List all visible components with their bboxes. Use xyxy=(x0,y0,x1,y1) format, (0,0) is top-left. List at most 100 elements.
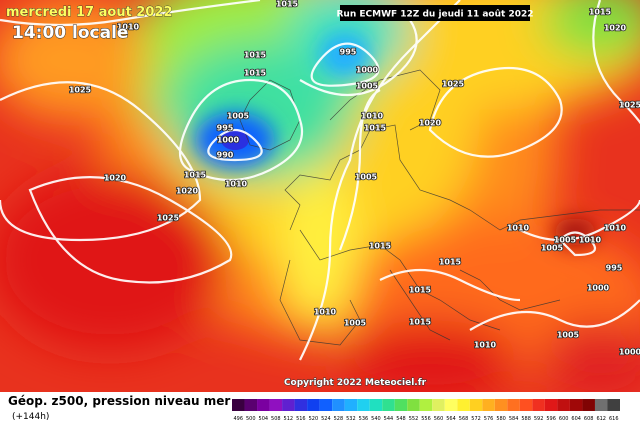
isobar-label: 1005 xyxy=(541,244,564,253)
color-label: 584 xyxy=(509,416,519,422)
color-swatch xyxy=(307,399,320,411)
isobar-label: 1010 xyxy=(117,23,140,32)
color-swatch xyxy=(294,399,308,411)
color-label: 528 xyxy=(334,416,344,422)
color-label: 596 xyxy=(546,416,556,422)
color-swatch xyxy=(369,399,383,411)
isobar-label: 1015 xyxy=(244,69,267,78)
isobar-label: 1020 xyxy=(419,119,442,128)
isobar-label: 1015 xyxy=(369,242,392,251)
isobar-label: 1015 xyxy=(244,51,267,60)
color-label: 556 xyxy=(421,416,431,422)
color-label: 616 xyxy=(609,416,619,422)
isobar-label: 1015 xyxy=(276,0,299,9)
color-label: 608 xyxy=(584,416,594,422)
color-swatch xyxy=(357,399,370,411)
isobar-label: 1005 xyxy=(344,319,367,328)
isobar-label: 1000 xyxy=(356,66,379,75)
date: mercredi 17 aout 2022 xyxy=(6,5,173,20)
isobar-label: 1025 xyxy=(157,214,180,223)
footer-title: Géop. z500, pression niveau mer xyxy=(8,394,230,408)
isobar-label: 1015 xyxy=(409,286,432,295)
color-label: 520 xyxy=(309,416,319,422)
color-swatch xyxy=(519,399,533,411)
color-swatch xyxy=(494,399,508,411)
color-label: 572 xyxy=(471,416,481,422)
color-swatch xyxy=(569,399,583,411)
isobar-label: 1015 xyxy=(439,258,462,267)
color-label: 544 xyxy=(384,416,394,422)
isobar-label: 1005 xyxy=(554,236,577,245)
color-swatch xyxy=(407,399,420,411)
isobar-label: 1010 xyxy=(579,236,602,245)
color-label: 508 xyxy=(271,416,281,422)
color-swatch xyxy=(419,399,433,411)
color-swatch xyxy=(507,399,520,411)
isobar-label: 1015 xyxy=(364,124,387,133)
color-label: 560 xyxy=(434,416,444,422)
isobar-label: 995 xyxy=(340,48,357,57)
isobar-label: 1000 xyxy=(217,136,240,145)
color-swatch xyxy=(232,399,245,411)
color-label: 524 xyxy=(321,416,331,422)
color-label: 516 xyxy=(296,416,306,422)
isobar-label: 1020 xyxy=(176,187,199,196)
isobar-label: 1025 xyxy=(69,86,92,95)
color-label: 564 xyxy=(446,416,456,422)
color-label: 548 xyxy=(396,416,406,422)
color-label: 496 xyxy=(233,416,243,422)
color-swatch xyxy=(582,399,595,411)
color-swatch xyxy=(482,399,495,411)
color-swatch xyxy=(544,399,558,411)
isobar-label: 1010 xyxy=(314,308,337,317)
footer-lead: (+144h) xyxy=(12,412,49,422)
run-box xyxy=(340,5,530,21)
isobar-label: 1010 xyxy=(604,224,627,233)
isobar-label: 1005 xyxy=(355,173,378,182)
copyright: Copyright 2022 Meteociel.fr xyxy=(284,378,427,388)
color-swatch xyxy=(257,399,270,411)
color-label: 540 xyxy=(371,416,381,422)
isobar-label: 1000 xyxy=(619,348,640,357)
color-label: 588 xyxy=(521,416,531,422)
color-swatch xyxy=(457,399,470,411)
isobar-label: 1020 xyxy=(104,174,127,183)
color-label: 580 xyxy=(496,416,506,422)
color-label: 592 xyxy=(534,416,544,422)
isobar-label: 1010 xyxy=(507,224,530,233)
color-swatch xyxy=(269,399,283,411)
color-swatch xyxy=(344,399,358,411)
isobar-label: 1005 xyxy=(557,331,580,340)
color-swatch xyxy=(382,399,395,411)
color-swatch xyxy=(394,399,408,411)
color-swatch xyxy=(244,399,258,411)
color-swatch xyxy=(607,399,620,411)
isobar-label: 1000 xyxy=(587,284,610,293)
color-label: 604 xyxy=(571,416,581,422)
color-label: 500 xyxy=(246,416,256,422)
color-label: 568 xyxy=(459,416,469,422)
color-label: 532 xyxy=(346,416,356,422)
run: Run ECMWF 12Z du jeudi 11 août 2022 xyxy=(336,10,533,20)
color-swatch xyxy=(444,399,458,411)
isobar-label: 1025 xyxy=(619,101,640,110)
time: 14:00 locale xyxy=(12,23,128,43)
color-swatch xyxy=(469,399,483,411)
color-swatch xyxy=(594,399,608,411)
color-label: 612 xyxy=(596,416,606,422)
isobar-label: 995 xyxy=(217,124,234,133)
isobar-label: 1010 xyxy=(474,341,497,350)
isobar-label: 995 xyxy=(606,264,623,273)
color-swatch xyxy=(332,399,345,411)
isobar-label: 1005 xyxy=(356,82,379,91)
isobar-label: 1015 xyxy=(589,8,612,17)
isobar-label: 990 xyxy=(217,151,234,160)
color-swatch xyxy=(282,399,295,411)
color-label: 576 xyxy=(484,416,494,422)
isobar-label: 1005 xyxy=(227,112,250,121)
color-swatch xyxy=(319,399,333,411)
isobar-label: 1015 xyxy=(409,318,432,327)
isobar-label: 1020 xyxy=(604,24,627,33)
color-swatch xyxy=(432,399,445,411)
